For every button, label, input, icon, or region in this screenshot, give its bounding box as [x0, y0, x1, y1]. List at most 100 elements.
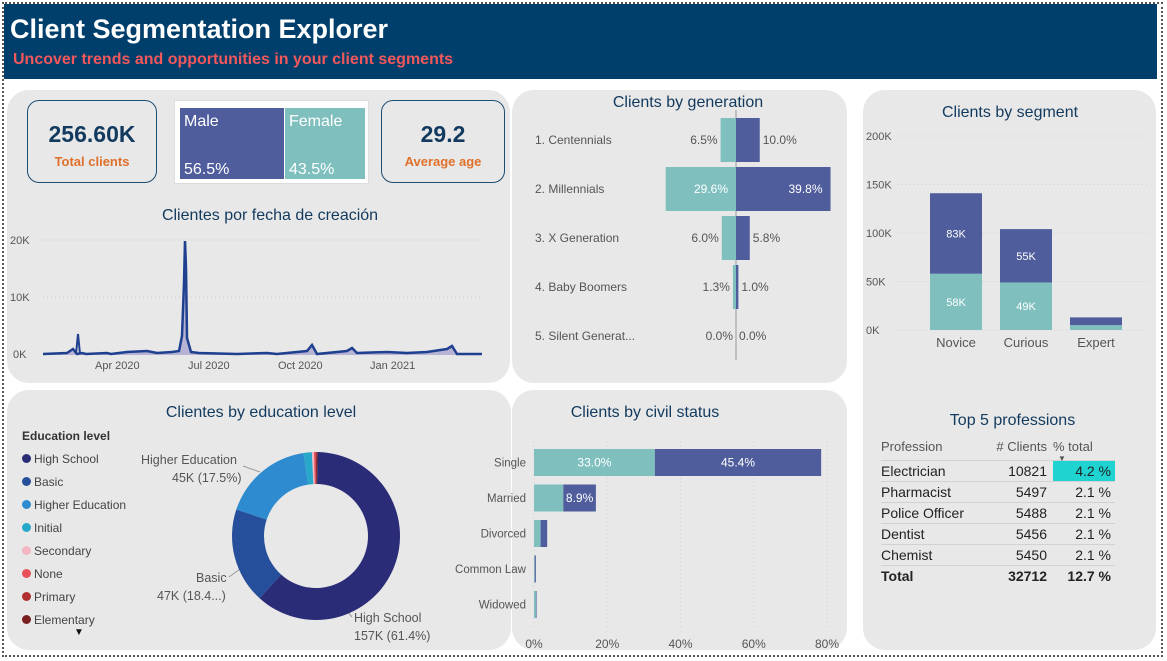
segment-female-bar[interactable]	[930, 273, 982, 330]
col-clients[interactable]: # Clients	[996, 439, 1047, 454]
generation-female-bar[interactable]	[665, 167, 736, 211]
legend-scroll-down-icon[interactable]: ▼	[74, 627, 84, 638]
legend-item[interactable]: Basic	[22, 470, 142, 493]
gender-male-block[interactable]: Male 56.5%	[180, 108, 284, 179]
total-label: Total	[881, 565, 991, 586]
legend-swatch	[22, 546, 31, 555]
civil-male-value: 8.9%	[566, 491, 594, 505]
creation-y-tick: 10K	[10, 292, 30, 304]
creation-line-chart[interactable]: 20K 10K 0K Apr 2020 Jul 2020 Oct 2020 Ja…	[7, 228, 497, 378]
donut-slice[interactable]	[236, 452, 309, 520]
civil-status-bar-chart[interactable]: 0% 20% 40% 60% 80% Single 33.0% 45.4% Married 8.9…	[440, 440, 845, 652]
legend-item[interactable]: None	[22, 562, 142, 585]
segment-male-bar[interactable]	[1070, 317, 1122, 326]
legend-label: High School	[34, 451, 99, 466]
basic-value: 47K (18.4...)	[157, 589, 226, 603]
legend-label: Higher Education	[34, 497, 127, 512]
legend-label: Primary	[34, 589, 76, 604]
legend-swatch	[22, 523, 31, 532]
legend-item[interactable]: Higher Education	[22, 493, 142, 516]
table-row[interactable]: Electrician 10821 4.2 %	[881, 460, 1115, 482]
civil-male-bar[interactable]	[563, 484, 596, 512]
table-row[interactable]: Police Officer 5488 2.1 %	[881, 502, 1115, 524]
legend-swatch	[22, 615, 31, 624]
donut-slice[interactable]	[311, 452, 315, 485]
civil-x-tick: 80%	[815, 637, 839, 651]
generation-bar-chart[interactable]: 1. Centennials 6.5% 10.0% 2. Millennials 29.…	[512, 110, 847, 370]
generation-male-value: 0.0%	[739, 329, 767, 343]
generation-male-bar[interactable]	[736, 118, 760, 162]
generation-male-bar[interactable]	[736, 216, 750, 260]
table-row[interactable]: Dentist 5456 2.1 %	[881, 523, 1115, 545]
legend-swatch	[22, 592, 31, 601]
creation-spike	[75, 333, 81, 355]
civil-female-bar[interactable]	[534, 555, 535, 583]
civil-female-bar[interactable]	[534, 591, 536, 618]
col-pct-total[interactable]: % total ▼	[1053, 437, 1115, 463]
legend-item[interactable]: Secondary	[22, 539, 142, 562]
segment-male-bar[interactable]	[1000, 229, 1052, 283]
legend-item[interactable]: Initial	[22, 516, 142, 539]
donut-slice[interactable]	[315, 452, 317, 485]
legend-title: Education level	[22, 429, 111, 443]
pct-cell: 4.2 %	[1053, 460, 1115, 482]
gender-female-block[interactable]: Female 43.5%	[285, 108, 365, 179]
generation-female-value: 29.6%	[694, 182, 728, 196]
civil-female-bar[interactable]	[534, 520, 541, 547]
table-row[interactable]: Pharmacist 5497 2.1 %	[881, 481, 1115, 503]
sort-desc-icon[interactable]: ▼	[1058, 454, 1066, 463]
total-clients-card[interactable]: 256.60K Total clients	[27, 100, 157, 183]
civil-chart-title: Clients by civil status	[570, 404, 720, 421]
generation-category-label: 5. Silent Generat...	[535, 329, 635, 343]
table-row[interactable]: Chemist 5450 2.1 %	[881, 544, 1115, 566]
civil-female-bar[interactable]	[534, 449, 655, 476]
generation-male-value: 5.8%	[753, 231, 781, 245]
generation-female-bar[interactable]	[720, 118, 736, 162]
legend-item[interactable]: Elementary	[22, 608, 142, 631]
donut-slice[interactable]	[313, 452, 316, 485]
generation-category-label: 1. Centennials	[535, 133, 612, 147]
education-chart-title: Clientes by education level	[165, 404, 357, 421]
civil-female-bar[interactable]	[534, 484, 564, 512]
clients-cell: 5488	[991, 502, 1053, 524]
generation-female-bar[interactable]	[721, 216, 736, 260]
professions-title: Top 5 professions	[949, 412, 1076, 429]
higher-ed-value: 45K (17.5%)	[172, 471, 241, 485]
creation-y-tick: 20K	[10, 235, 30, 247]
creation-area	[43, 241, 482, 355]
segment-female-bar[interactable]	[1000, 282, 1052, 330]
professions-header-row: Profession # Clients % total ▼	[881, 437, 1115, 463]
segment-male-bar[interactable]	[930, 193, 982, 274]
segment-female-bar[interactable]	[1070, 325, 1122, 330]
legend-item[interactable]: Primary	[22, 585, 142, 608]
legend-swatch	[22, 500, 31, 509]
generation-category-label: 2. Millennials	[535, 182, 604, 196]
education-donut-chart[interactable]: Higher Education 45K (17.5%) Basic 47K (…	[130, 440, 460, 650]
civil-male-bar[interactable]	[534, 555, 536, 583]
gender-female-label: Female	[289, 113, 343, 130]
segment-y-tick: 100K	[866, 228, 892, 240]
legend-label: None	[34, 566, 63, 581]
average-age-card[interactable]: 29.2 Average age	[381, 100, 505, 183]
civil-category-label: Single	[494, 458, 526, 470]
legend-swatch	[22, 569, 31, 578]
legend-label: Initial	[34, 520, 63, 535]
civil-male-bar[interactable]	[535, 591, 537, 618]
civil-male-bar[interactable]	[654, 449, 822, 476]
civil-male-bar[interactable]	[540, 520, 548, 547]
donut-slice[interactable]	[303, 452, 314, 485]
generation-female-bar[interactable]	[732, 265, 736, 309]
generation-male-bar[interactable]	[736, 167, 831, 211]
professions-total-row: Total 32712 12.7 %	[881, 565, 1115, 586]
donut-slice[interactable]	[259, 452, 400, 620]
generation-female-value: 1.3%	[703, 280, 731, 294]
col-profession[interactable]: Profession	[881, 439, 943, 454]
donut-slice[interactable]	[232, 509, 282, 599]
civil-x-tick: 0%	[525, 637, 543, 651]
generation-male-bar[interactable]	[736, 265, 739, 309]
donut-slice[interactable]	[316, 452, 318, 485]
legend-label: Basic	[34, 474, 64, 489]
segment-bar-chart[interactable]: 200K 150K 100K 50K 0K 58K 83K Novice 49K 55K Curio…	[863, 125, 1156, 360]
legend-item[interactable]: High School	[22, 447, 142, 470]
gender-split-card[interactable]: Male 56.5% Female 43.5%	[174, 100, 369, 184]
